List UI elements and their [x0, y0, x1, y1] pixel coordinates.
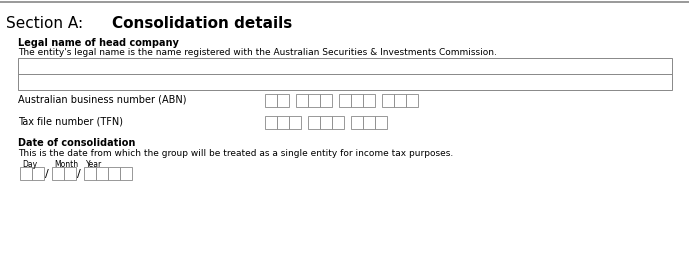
Text: Date of consolidation: Date of consolidation — [18, 138, 135, 148]
Bar — [289, 116, 301, 129]
Bar — [375, 116, 387, 129]
Bar — [277, 94, 289, 107]
Bar — [18, 58, 672, 90]
Bar — [308, 94, 320, 107]
Text: Legal name of head company: Legal name of head company — [18, 38, 179, 48]
Text: This is the date from which the group will be treated as a single entity for inc: This is the date from which the group wi… — [18, 149, 453, 158]
Bar — [382, 94, 394, 107]
Bar — [351, 116, 363, 129]
Bar — [265, 94, 277, 107]
Bar — [320, 94, 332, 107]
Text: Year: Year — [86, 160, 102, 169]
Bar — [308, 116, 320, 129]
Text: The entity's legal name is the name registered with the Australian Securities & : The entity's legal name is the name regi… — [18, 48, 497, 57]
Bar — [64, 167, 76, 180]
Bar — [332, 116, 344, 129]
Bar — [120, 167, 132, 180]
Bar — [108, 167, 120, 180]
Bar — [277, 116, 289, 129]
Bar — [265, 116, 277, 129]
Bar — [320, 116, 332, 129]
Text: Consolidation details: Consolidation details — [112, 16, 292, 31]
Bar — [296, 94, 308, 107]
Bar — [339, 94, 351, 107]
Text: Australian business number (ABN): Australian business number (ABN) — [18, 95, 187, 105]
Text: Section A:: Section A: — [6, 16, 88, 31]
Bar — [32, 167, 44, 180]
Bar — [394, 94, 406, 107]
Text: Tax file number (TFN): Tax file number (TFN) — [18, 117, 123, 127]
Bar — [96, 167, 108, 180]
Bar — [52, 167, 64, 180]
Text: Day: Day — [22, 160, 37, 169]
Text: /: / — [77, 168, 81, 179]
Bar — [351, 94, 363, 107]
Bar — [363, 94, 375, 107]
Bar — [20, 167, 32, 180]
Bar — [363, 116, 375, 129]
Bar — [84, 167, 96, 180]
Bar — [406, 94, 418, 107]
Text: /: / — [45, 168, 49, 179]
Text: Month: Month — [54, 160, 78, 169]
